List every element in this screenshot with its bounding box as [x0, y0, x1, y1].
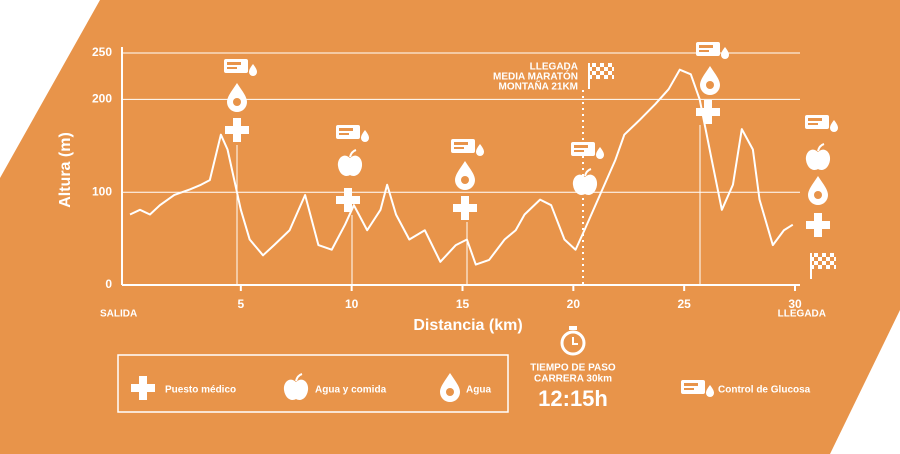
- end-label: LLEGADA: [778, 309, 826, 320]
- plot: 0 100 200 250 5 10 15 20 25 30: [92, 45, 802, 311]
- y-axis-label: Altura (m): [57, 132, 74, 208]
- y-tick-label: 100: [92, 184, 112, 198]
- annotation: LLEGADA: [530, 62, 578, 73]
- x-tick-label: 25: [677, 297, 691, 311]
- x-axis-label: Distancia (km): [413, 317, 522, 334]
- annotation: MEDIA MARATÓN: [493, 70, 578, 83]
- legend-label: Agua: [466, 385, 491, 396]
- annotation: MONTAÑA 21KM: [499, 80, 578, 93]
- y-tick-label: 200: [92, 92, 112, 106]
- station-icons: [224, 42, 838, 285]
- legend-box: [117, 354, 509, 413]
- start-label: SALIDA: [100, 309, 137, 320]
- legend-label: Agua y comida: [315, 385, 387, 396]
- x-tick-label: 10: [345, 297, 359, 311]
- legend-label: Puesto médico: [165, 385, 236, 396]
- legend-label: Control de Glucosa: [718, 385, 811, 396]
- x-tick-label: 5: [237, 297, 244, 311]
- x-tick-label: 30: [788, 297, 802, 311]
- clock-icon: [560, 326, 586, 356]
- timing-line: TIEMPO DE PASO: [530, 363, 616, 374]
- timing-time: 12:15h: [538, 386, 608, 411]
- x-tick-label: 15: [456, 297, 470, 311]
- y-tick-label: 0: [105, 277, 112, 291]
- timing-line: CARRERA 30km: [534, 374, 612, 385]
- y-tick-label: 250: [92, 45, 112, 59]
- x-tick-label: 20: [567, 297, 581, 311]
